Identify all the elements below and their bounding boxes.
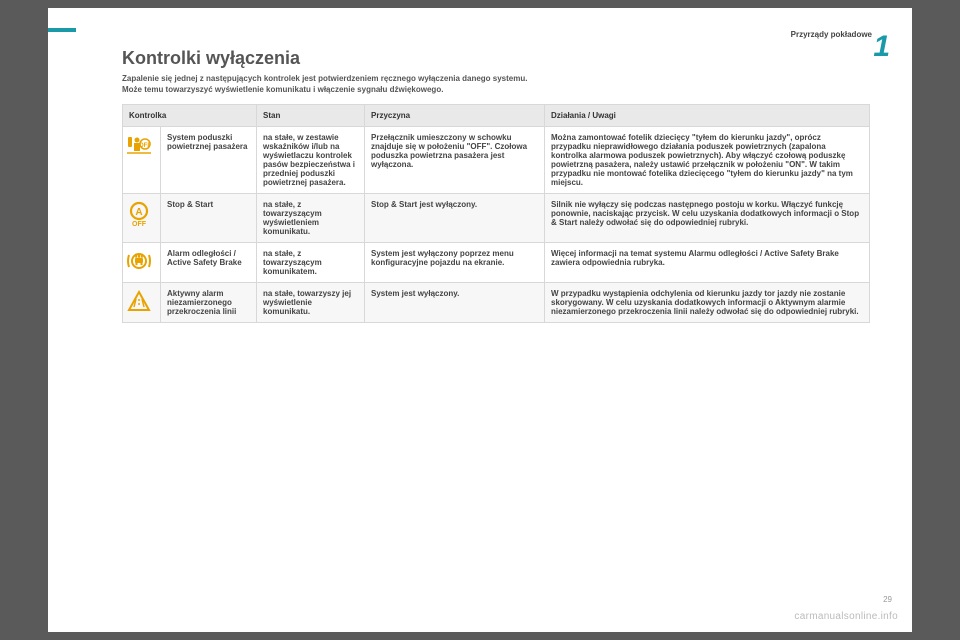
state-cell: na stałe, z towarzyszącym komunikatem. (257, 243, 365, 283)
page-subtitle: Zapalenie się jednej z następujących kon… (122, 74, 842, 96)
stop-start-icon: A OFF (125, 200, 153, 228)
svg-text:OFF: OFF (139, 143, 151, 149)
state-cell: na stałe, w zestawie wskaźników i/lub na… (257, 127, 365, 194)
table-header-row: Kontrolka Stan Przyczyna Działania / Uwa… (123, 105, 870, 127)
subtitle-line: Zapalenie się jednej z następujących kon… (122, 74, 527, 83)
cause-cell: Stop & Start jest wyłączony. (365, 194, 545, 243)
svg-text:▮▮▮: ▮▮▮ (135, 253, 144, 259)
warning-lights-table: Kontrolka Stan Przyczyna Działania / Uwa… (122, 104, 870, 323)
page-title: Kontrolki wyłączenia (122, 48, 300, 69)
active-safety-brake-icon: ▮▮▮ (125, 249, 153, 273)
chapter-number: 1 (873, 30, 890, 64)
action-cell: Można zamontować fotelik dziecięcy "tyłe… (545, 127, 870, 194)
col-header: Przyczyna (365, 105, 545, 127)
airbag-off-icon: OFF (125, 133, 153, 157)
accent-bar (48, 28, 76, 32)
svg-text:A: A (135, 207, 142, 218)
state-cell: na stałe, towarzyszy jej wyświetlenie ko… (257, 283, 365, 323)
col-header: Stan (257, 105, 365, 127)
table-row: OFF System poduszki powietrznej pasażera… (123, 127, 870, 194)
page-number: 29 (883, 595, 892, 604)
manual-page: Przyrządy pokładowe 1 Kontrolki wyłączen… (48, 8, 912, 632)
name-cell: Alarm odległości / Active Safety Brake (161, 243, 257, 283)
col-header: Działania / Uwagi (545, 105, 870, 127)
cause-cell: System jest wyłączony. (365, 283, 545, 323)
icon-cell (123, 283, 161, 323)
name-cell: System poduszki powietrznej pasażera (161, 127, 257, 194)
section-title: Przyrządy pokładowe (791, 30, 872, 39)
svg-text:OFF: OFF (132, 221, 147, 228)
lane-departure-icon (125, 289, 153, 313)
name-cell: Stop & Start (161, 194, 257, 243)
name-cell: Aktywny alarm niezamierzonego przekrocze… (161, 283, 257, 323)
action-cell: Silnik nie wyłączy się podczas następneg… (545, 194, 870, 243)
watermark: carmanualsonline.info (794, 611, 898, 622)
state-cell: na stałe, z towarzyszącym wyświetleniem … (257, 194, 365, 243)
cause-cell: System jest wyłączony poprzez menu konfi… (365, 243, 545, 283)
action-cell: W przypadku wystąpienia odchylenia od ki… (545, 283, 870, 323)
icon-cell: A OFF (123, 194, 161, 243)
table-row: A OFF Stop & Start na stałe, z towarzysz… (123, 194, 870, 243)
table-row: Aktywny alarm niezamierzonego przekrocze… (123, 283, 870, 323)
table-row: ▮▮▮ Alarm odległości / Active Safety Bra… (123, 243, 870, 283)
col-header: Kontrolka (123, 105, 257, 127)
cause-cell: Przełącznik umieszczony w schowku znajdu… (365, 127, 545, 194)
action-cell: Więcej informacji na temat systemu Alarm… (545, 243, 870, 283)
subtitle-line: Może temu towarzyszyć wyświetlenie komun… (122, 85, 443, 94)
icon-cell: OFF (123, 127, 161, 194)
icon-cell: ▮▮▮ (123, 243, 161, 283)
